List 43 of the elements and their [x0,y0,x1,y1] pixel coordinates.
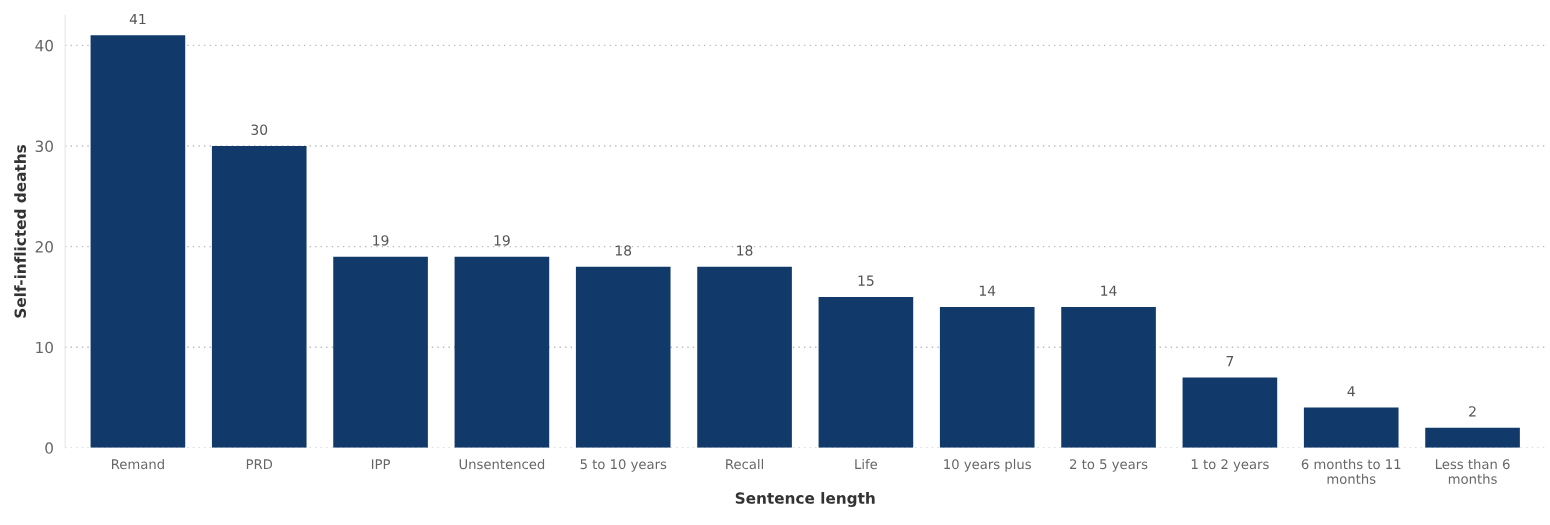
bar [939,306,1035,448]
x-tick-label: Less than 6 months [1435,458,1510,484]
data-label: 30 [251,124,268,135]
data-label: 18 [737,245,753,256]
x-axis-title: Sentence length [735,492,875,507]
y-tick-label: 30 [35,140,53,153]
y-axis-title: Self-inflicted deaths [14,145,27,318]
x-tick-label: IPP [371,459,391,469]
data-label: 19 [373,235,389,246]
y-tick-label: 0 [45,442,53,454]
y-tick-label: 20 [35,241,53,253]
y-tick-label: 10 [36,341,53,354]
x-tick-label: 6 months to 11 months [1301,458,1401,484]
x-tick-label: 5 to 10 years [580,459,667,472]
bar [333,256,428,448]
x-tick-label: 10 years plus [944,458,1031,472]
bar [1425,427,1520,448]
x-tick-label: Life [855,458,878,470]
data-label: 14 [979,285,996,296]
data-label: 4 [1347,386,1355,397]
bar [90,35,186,448]
x-tick-label: Remand [112,458,164,470]
x-tick-label: Unsentenced [459,458,545,470]
bar [697,266,792,448]
x-tick-label: Recall [726,458,763,470]
bar [211,146,307,448]
bar [1303,407,1399,448]
y-tick-label: 40 [35,39,53,52]
data-label: 18 [615,245,632,256]
data-label: 7 [1226,356,1234,367]
bar [818,296,914,448]
data-label: 41 [129,14,146,25]
data-label: 14 [1101,285,1117,296]
bar [454,256,550,448]
x-tick-label: 1 to 2 years [1191,459,1269,472]
data-label: 15 [858,275,874,286]
bar [575,266,671,448]
bar [1182,377,1278,448]
data-label: 2 [1469,406,1476,417]
data-label: 19 [494,235,510,246]
x-tick-label: PRD [246,459,273,469]
x-tick-label: 2 to 5 years [1070,459,1148,472]
bar [1061,306,1156,448]
